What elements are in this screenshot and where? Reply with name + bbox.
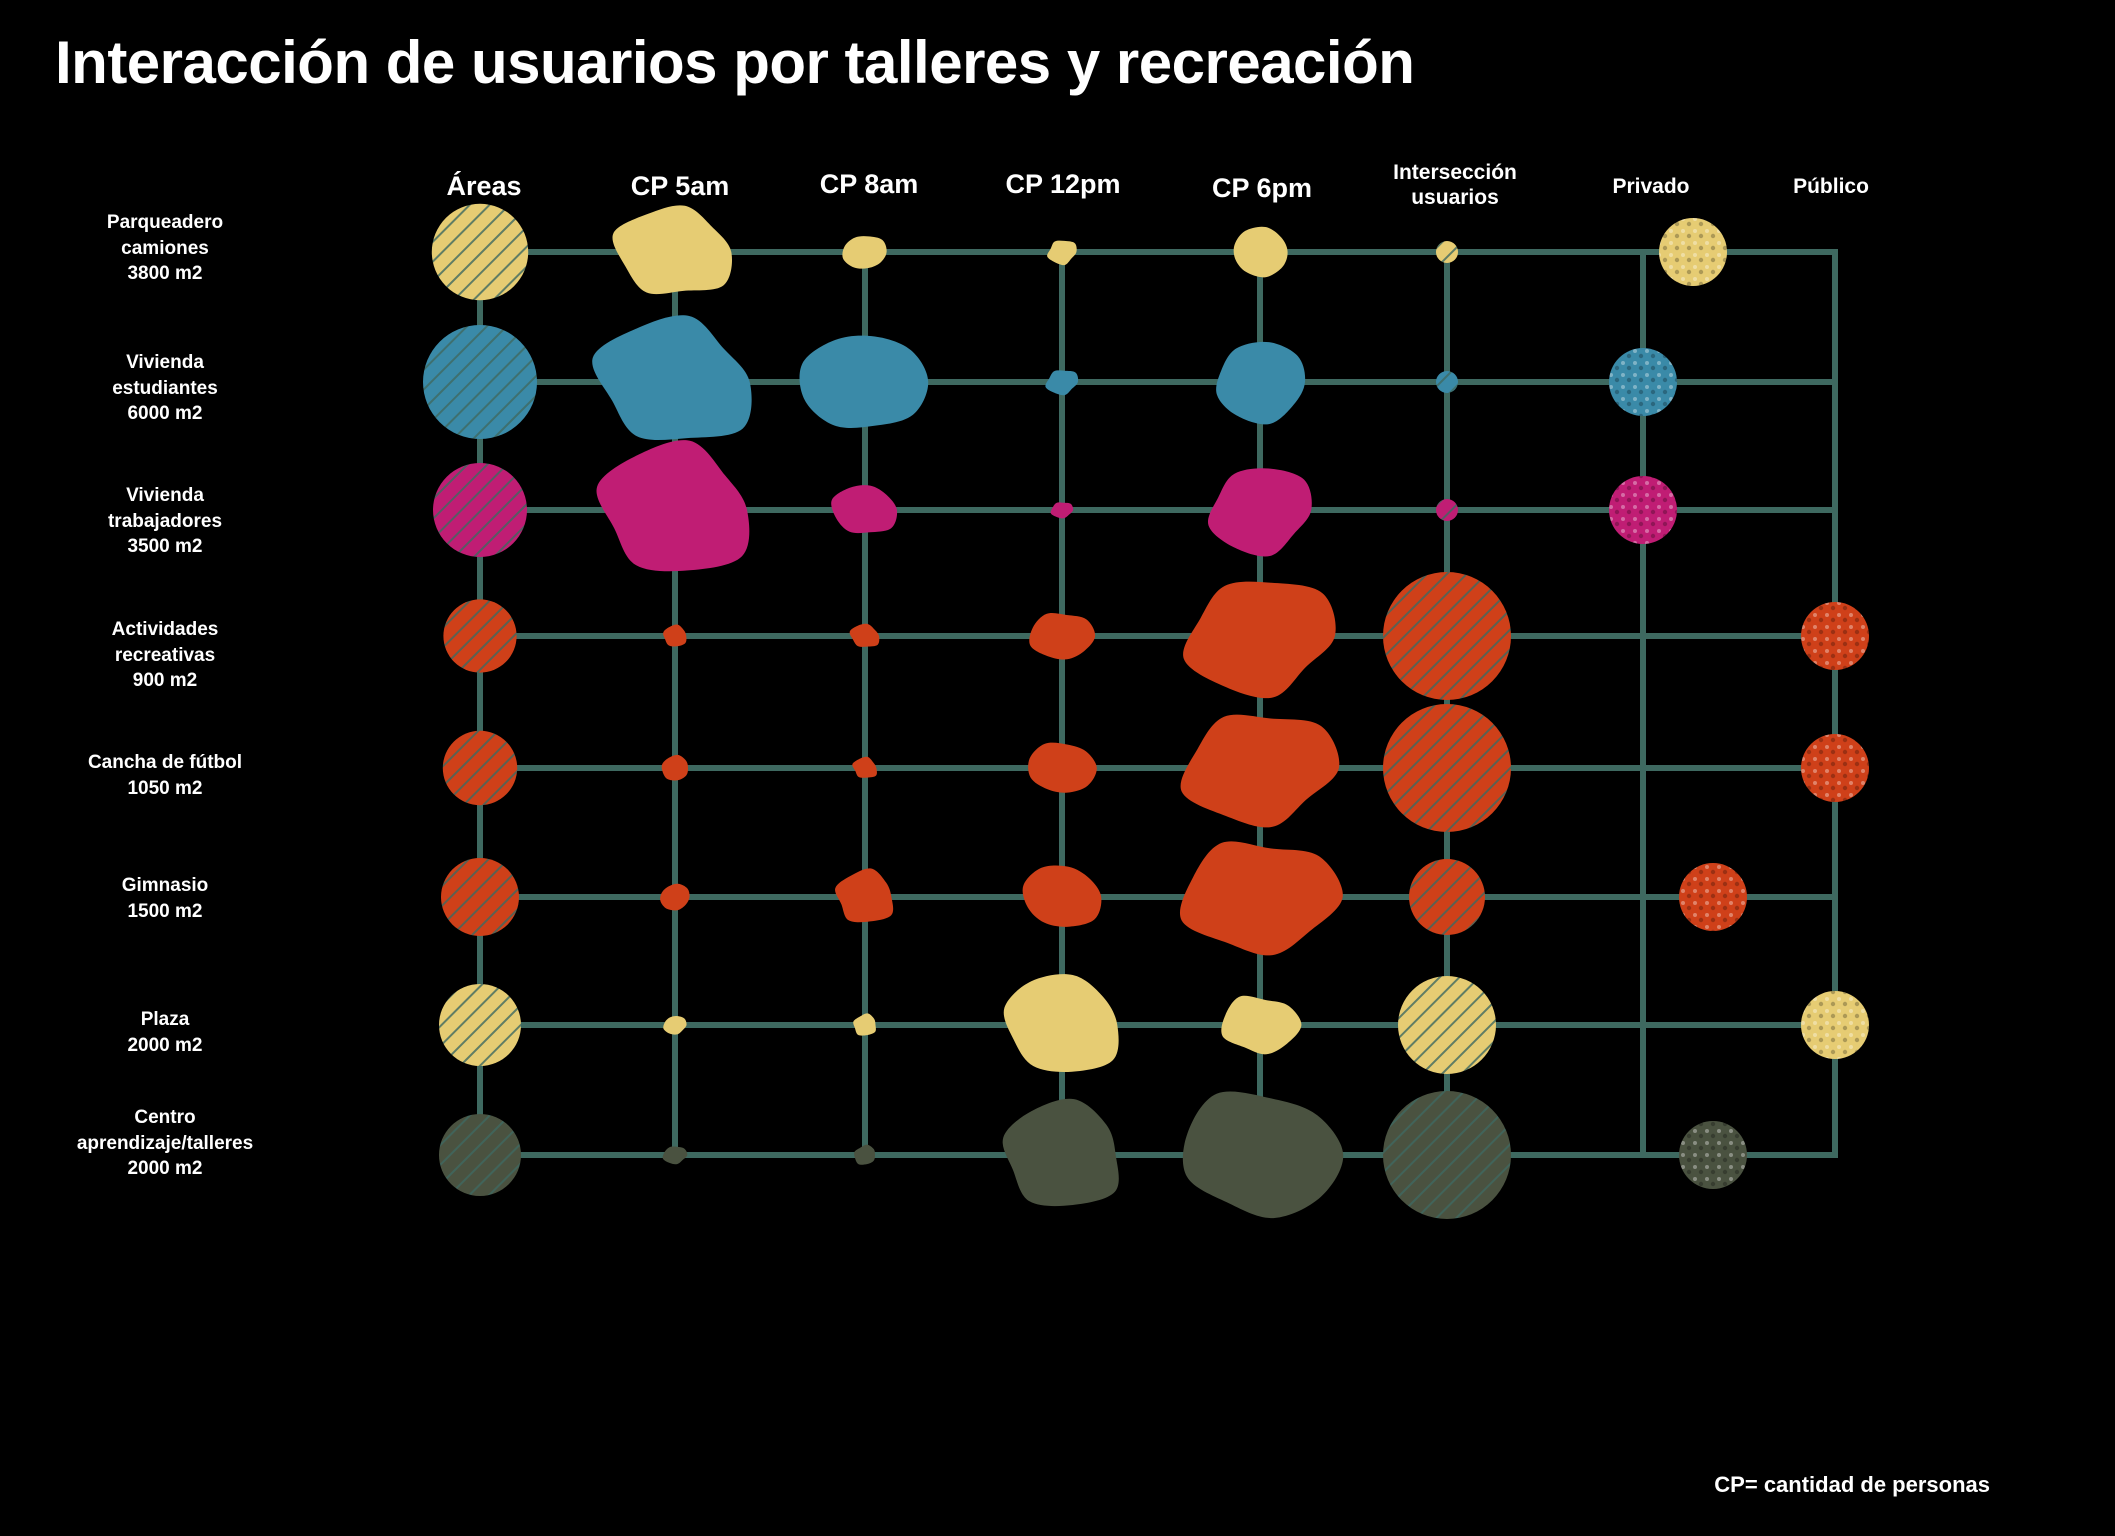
cp-blob [799, 335, 929, 428]
column-header-cp-6pm: CP 6pm [1211, 173, 1313, 203]
intersection-circle [1383, 704, 1511, 832]
access-marker [1609, 348, 1677, 416]
area-circle [441, 858, 519, 936]
cp-blob [831, 485, 898, 534]
cp-blob [660, 883, 690, 911]
cp-blob [835, 868, 894, 923]
intersection-circle [1383, 1091, 1511, 1219]
cp-blob [842, 236, 887, 269]
cp-blob [1047, 240, 1077, 266]
cp-blob [661, 754, 689, 781]
cp-blob [663, 1015, 687, 1035]
intersection-circle [1409, 859, 1485, 935]
area-circle [439, 1114, 521, 1196]
page-title: Interacción de usuarios por talleres y r… [55, 29, 1415, 96]
cp-blob [849, 623, 880, 647]
intersection-circle [1398, 976, 1496, 1074]
access-marker [1679, 863, 1747, 931]
cp-blob [1233, 226, 1288, 278]
cp-blob [1002, 1098, 1119, 1207]
row-label-vivienda-estudiantes: Vivienda estudiantes 6000 m2 [112, 352, 218, 425]
area-circle [443, 599, 517, 673]
cp-blob [596, 440, 750, 572]
cp-blob [1029, 613, 1096, 660]
row-label-centro: Centro aprendizaje/talleres 2000 m2 [76, 1107, 254, 1180]
cp-blob [1003, 974, 1119, 1073]
access-marker [1801, 734, 1869, 802]
intersection-circle [1436, 241, 1458, 263]
row-label-vivienda-trabajadores: Vivienda trabajadores 3500 m2 [107, 485, 223, 558]
cp-blob [1179, 841, 1343, 956]
cp-blob [853, 1013, 876, 1036]
column-header-publico: Público [1793, 175, 1869, 198]
area-circle [423, 325, 537, 439]
cp-blob [1182, 1091, 1344, 1219]
cp-blob [852, 756, 877, 778]
cp-blob [1183, 581, 1336, 699]
cp-blob [1028, 742, 1097, 793]
cp-blob [1180, 714, 1340, 828]
intersection-circle [1383, 572, 1511, 700]
cp-blob [663, 624, 687, 647]
row-label-actividades: Actividades recreativas 900 m2 [111, 619, 219, 692]
cp-blob [592, 315, 752, 441]
cp-blob [1207, 468, 1312, 557]
access-marker [1801, 602, 1869, 670]
area-circle [442, 730, 518, 806]
cp-blob [1050, 502, 1074, 519]
access-marker [1609, 476, 1677, 544]
row-label-gimnasio: Gimnasio 1500 m2 [121, 875, 209, 922]
row-label-parqueadero: Parqueadero camiones 3800 m2 [106, 212, 224, 285]
column-header-cp-12pm: CP 12pm [1005, 169, 1121, 199]
column-header-areas: Áreas [446, 171, 522, 201]
cp-blob [662, 1146, 688, 1165]
access-marker [1659, 218, 1727, 286]
intersection-circle [1436, 371, 1458, 393]
column-header-cp-5am: CP 5am [630, 171, 730, 201]
column-header-cp-8am: CP 8am [819, 169, 919, 199]
cp-blob [1022, 865, 1102, 927]
cp-blob [612, 205, 733, 295]
cp-blob [1045, 370, 1079, 396]
legend-note: CP= cantidad de personas [1714, 1472, 1990, 1497]
access-marker [1679, 1121, 1747, 1189]
cp-blob [1216, 341, 1306, 425]
column-header-interseccion: Intersección usuarios [1393, 161, 1517, 210]
access-marker [1801, 991, 1869, 1059]
row-label-cancha: Cancha de fútbol 1050 m2 [87, 752, 243, 799]
cp-blob [854, 1144, 875, 1165]
column-header-privado: Privado [1612, 175, 1690, 198]
area-circle [433, 463, 527, 557]
cp-blob [1221, 995, 1302, 1055]
area-circle [439, 984, 521, 1066]
row-label-plaza: Plaza 2000 m2 [127, 1009, 203, 1056]
area-circle [431, 203, 529, 301]
diagram-marks [423, 203, 1869, 1219]
intersection-circle [1436, 499, 1458, 521]
